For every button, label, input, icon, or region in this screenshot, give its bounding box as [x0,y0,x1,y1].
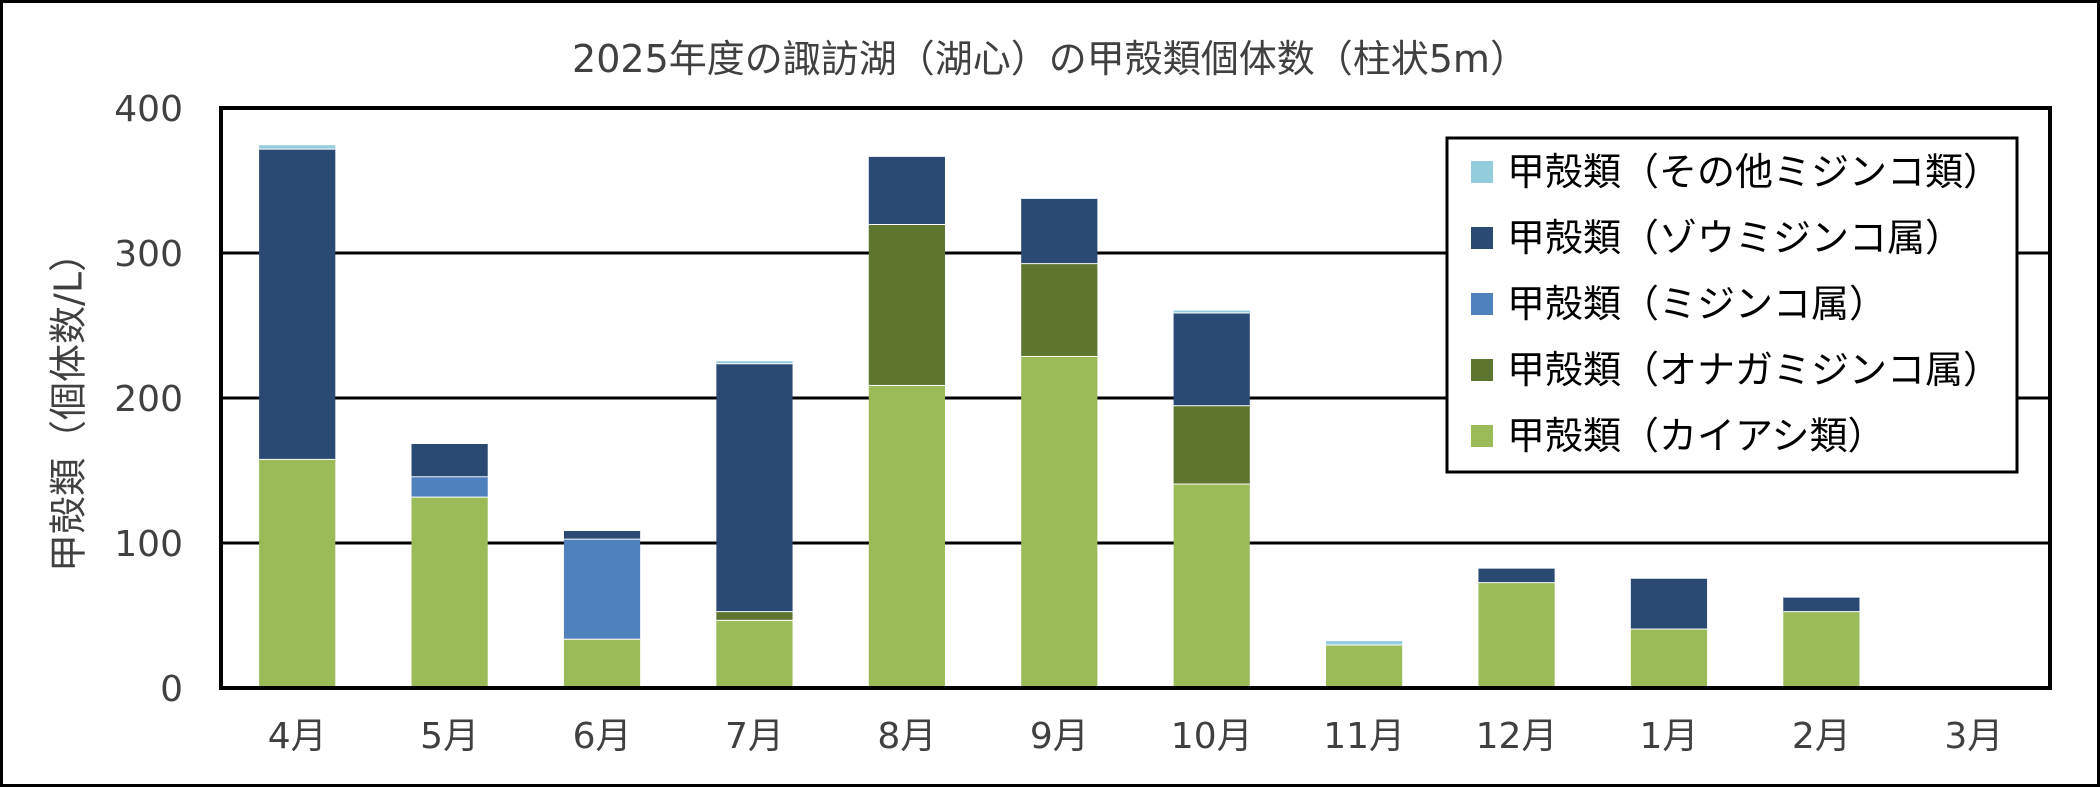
bar-segment [1173,405,1250,484]
bar-segment [1478,582,1555,688]
bar-segment [563,538,641,639]
legend-swatch [1471,293,1493,315]
bar-segment [259,144,336,149]
bar-segment [868,155,945,224]
bar-segment [1630,577,1708,629]
y-axis-ticks: 0 100 200 300 400 [114,89,183,710]
bar-segment [1783,611,1860,688]
x-tick-label: 1月 [1640,716,1699,757]
bar-segment [868,384,945,688]
x-axis-ticks: 4月 5月 6月 7月 8月 9月 10月 11月 12月 1月 2月 3月 [268,716,2003,757]
x-tick-label: 7月 [725,716,784,757]
y-tick-label: 0 [160,669,183,710]
bar-segment [411,496,488,688]
legend-label: 甲殻類（ゾウミジンコ属） [1507,216,1963,260]
bar-segment [716,360,793,364]
legend-swatch [1471,227,1493,249]
bar-segment [1173,483,1250,688]
y-tick-label: 300 [114,234,183,275]
bar-segment [1630,628,1708,688]
bar-segment [563,529,641,539]
bar-segment [868,224,945,385]
x-tick-label: 8月 [877,716,936,757]
bar-segment [411,442,488,477]
x-tick-label: 6月 [573,716,632,757]
bar-segment [411,476,488,497]
bar-segment [1021,355,1098,688]
legend-swatch [1471,161,1493,183]
x-tick-label: 4月 [268,716,327,757]
x-tick-label: 5月 [420,716,479,757]
chart-title: 2025年度の諏訪湖（湖心）の甲殻類個体数（柱状5m） [572,37,1528,81]
y-tick-label: 100 [114,524,183,565]
bar-segment [1173,312,1250,406]
legend-label: 甲殻類（カイアシ類） [1507,414,1885,458]
y-tick-label: 200 [114,379,183,420]
x-tick-label: 3月 [1944,716,2003,757]
bar-segment [1783,596,1860,612]
legend-swatch [1471,359,1493,381]
x-tick-label: 2月 [1792,716,1851,757]
legend-label: 甲殻類（その他ミジンコ類） [1507,150,2001,194]
bar-segment [716,611,793,620]
legend-box [1445,136,2019,474]
bar-segment [716,619,793,688]
plot-area-border [219,106,2052,690]
legend-swatch [1471,425,1493,447]
legend-label: 甲殻類（ミジンコ属） [1507,282,1887,326]
bar-segment [259,458,336,688]
legend-label: 甲殻類（オナガミジンコ属） [1507,348,2001,392]
x-tick-label: 11月 [1323,716,1405,757]
bar-segment [259,148,336,459]
x-tick-label: 10月 [1171,716,1253,757]
y-tick-label: 400 [114,89,183,130]
bar-segment [1021,263,1098,356]
chart-svg: 2025年度の諏訪湖（湖心）の甲殻類個体数（柱状5m） 0 100 200 300 40… [47,37,2052,757]
bars [259,143,1860,688]
bar-segment [1021,197,1098,264]
x-tick-label: 12月 [1476,716,1558,757]
bar-segment [563,638,641,688]
bar-segment [1326,644,1403,688]
x-tick-label: 9月 [1030,716,1089,757]
bar-segment [1173,309,1250,313]
bar-segment [1326,640,1403,645]
y-axis-title: 甲殻類（個体数/L） [47,234,91,572]
bar-segment [716,363,793,612]
legend: 甲殻類（その他ミジンコ類） 甲殻類（ゾウミジンコ属） 甲殻類（ミジンコ属） 甲殻類（オ… [1445,136,2019,474]
bar-segment [1478,567,1555,583]
